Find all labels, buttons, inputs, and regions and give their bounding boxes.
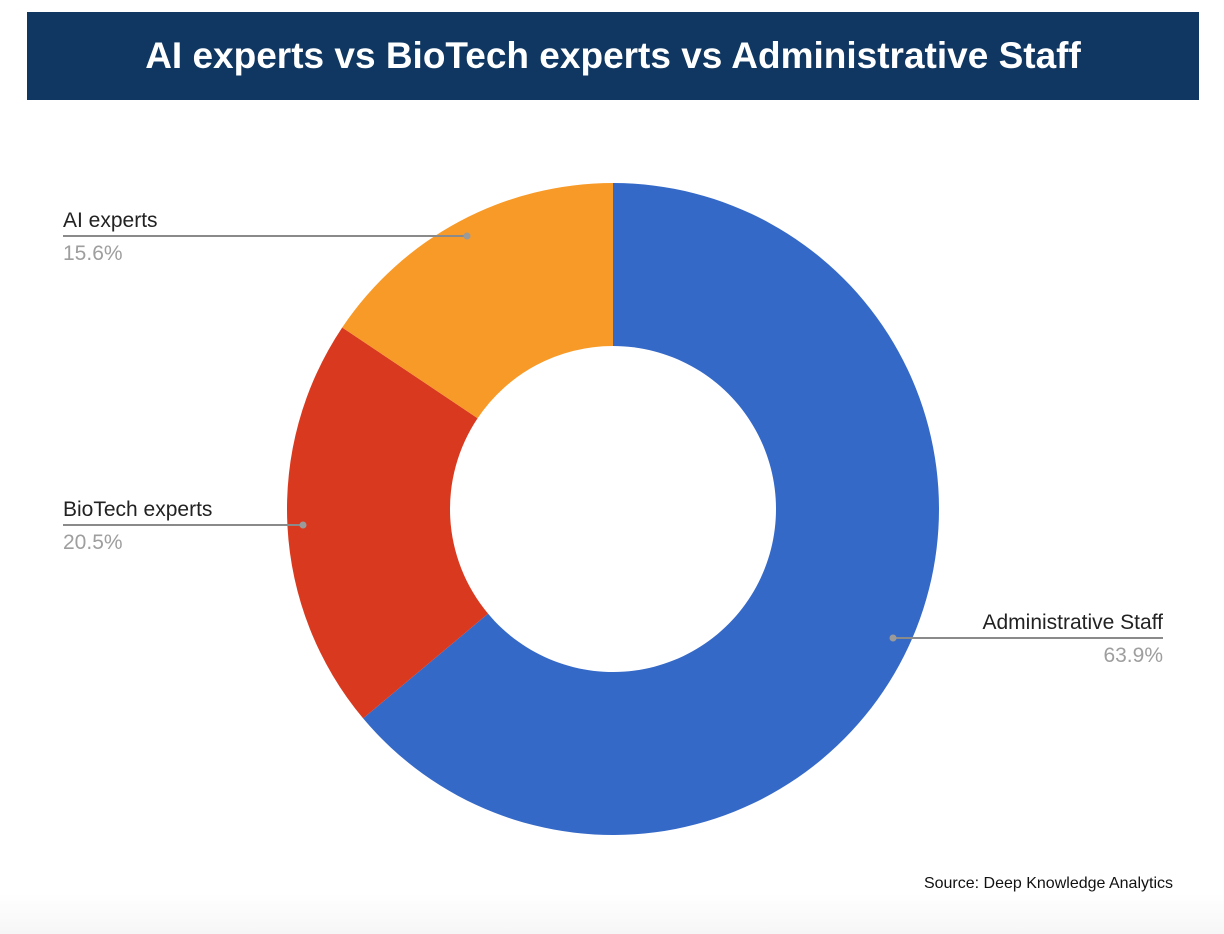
slice-ai-experts	[342, 183, 613, 419]
slice-biotech-experts	[286, 327, 489, 719]
label-biotech-experts: BioTech experts	[63, 498, 212, 521]
percent-administrative-staff: 63.9%	[1103, 644, 1163, 667]
chart-title: AI experts vs BioTech experts vs Adminis…	[145, 35, 1081, 76]
label-administrative-staff: Administrative Staff	[982, 611, 1163, 634]
bottom-fade	[0, 894, 1224, 934]
slice-administrative-staff	[363, 183, 939, 835]
percent-ai-experts: 15.6%	[63, 242, 123, 265]
source-note: Source: Deep Knowledge Analytics	[923, 875, 1173, 892]
label-ai-experts: AI experts	[63, 209, 158, 232]
leader-dot-ai-experts	[463, 232, 471, 240]
title-banner: AI experts vs BioTech experts vs Adminis…	[27, 12, 1199, 100]
percent-biotech-experts: 20.5%	[63, 531, 123, 554]
leader-dot-biotech-experts	[299, 521, 307, 529]
leader-dot-administrative-staff	[889, 634, 897, 642]
